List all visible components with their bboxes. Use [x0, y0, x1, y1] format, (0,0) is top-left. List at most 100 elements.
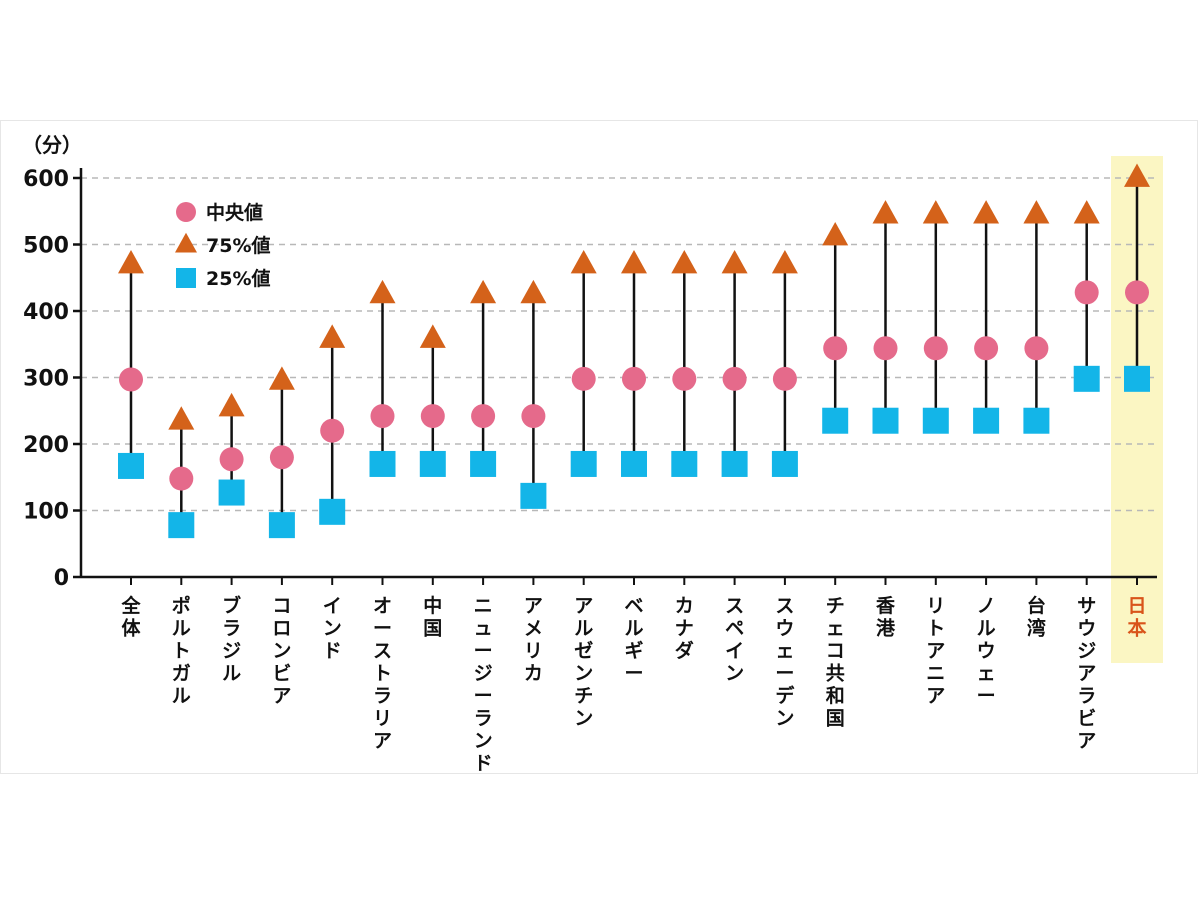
- point-25: [520, 482, 547, 509]
- x-tick-label: ベルギー: [624, 595, 643, 685]
- point-75: [419, 324, 446, 348]
- y-tick-label: 600: [23, 167, 69, 192]
- point-25: [369, 450, 396, 477]
- legend-label: 25%値: [206, 268, 270, 290]
- point-median: [219, 447, 244, 472]
- y-tick-label: 100: [23, 500, 69, 525]
- point-25: [973, 407, 1000, 434]
- point-75: [621, 249, 647, 274]
- point-median: [521, 404, 546, 429]
- point-median: [722, 366, 747, 391]
- point-75: [973, 200, 1000, 224]
- point-75: [520, 279, 547, 304]
- point-median: [119, 367, 143, 392]
- point-75: [872, 200, 899, 224]
- point-75: [470, 279, 497, 304]
- legend-marker-75: [175, 232, 197, 253]
- point-75: [1023, 200, 1050, 224]
- y-tick-label: 0: [54, 566, 69, 591]
- x-tick-label: 台湾: [1027, 594, 1046, 640]
- point-median: [269, 445, 294, 470]
- x-tick-label: 中国: [423, 594, 442, 640]
- point-median: [420, 404, 445, 429]
- x-tick-label: スウェーデン: [775, 595, 795, 730]
- point-median: [370, 404, 395, 429]
- x-tick-label: 日本: [1127, 595, 1146, 640]
- point-25: [118, 452, 144, 479]
- point-median: [169, 466, 194, 491]
- point-75: [118, 249, 144, 274]
- x-tick-label: オーストラリア: [373, 595, 392, 752]
- point-25: [922, 407, 949, 434]
- point-25: [1073, 365, 1100, 392]
- point-25: [1023, 407, 1050, 434]
- point-25: [218, 479, 245, 506]
- point-75: [369, 279, 396, 304]
- point-median: [1024, 336, 1049, 361]
- x-tick-label: サウジアラビア: [1077, 595, 1096, 752]
- x-tick-label: アメリカ: [524, 595, 543, 685]
- y-tick-label: 300: [23, 367, 69, 392]
- point-25: [822, 407, 849, 434]
- point-median: [1074, 280, 1099, 305]
- x-tick-label: インド: [323, 595, 342, 662]
- legend-label: 中央値: [206, 201, 263, 224]
- point-median: [823, 336, 848, 361]
- x-tick-label: リトアニア: [926, 595, 945, 707]
- point-75: [822, 222, 849, 246]
- point-75: [1124, 163, 1150, 187]
- point-25: [570, 450, 597, 477]
- x-tick-label: ポルトガル: [172, 594, 191, 707]
- point-75: [721, 249, 748, 274]
- point-median: [974, 336, 999, 361]
- point-25: [168, 512, 195, 539]
- x-tick-label: 全体: [120, 594, 141, 640]
- x-tick-label: コロンビア: [272, 595, 291, 707]
- y-tick-label: 500: [23, 234, 69, 259]
- point-75: [168, 406, 195, 430]
- point-median: [672, 366, 697, 391]
- point-75: [771, 249, 798, 274]
- x-tick-label: ブラジル: [222, 594, 241, 685]
- legend-marker-25: [176, 268, 196, 288]
- point-median: [772, 366, 797, 391]
- x-tick-label: 香港: [875, 595, 896, 640]
- point-median: [873, 336, 898, 361]
- legend-label: 75%値: [206, 235, 270, 257]
- point-25: [671, 450, 698, 477]
- point-75: [319, 324, 346, 348]
- x-tick-label: ノルウェー: [977, 595, 996, 707]
- point-median: [923, 336, 948, 361]
- point-median: [471, 404, 496, 429]
- y-tick-label: 400: [23, 300, 69, 325]
- point-75: [218, 392, 245, 417]
- point-median: [320, 418, 345, 443]
- y-axis-label: （分）: [22, 133, 82, 157]
- point-25: [771, 450, 798, 477]
- x-tick-label: カナダ: [675, 595, 694, 662]
- point-75: [268, 366, 295, 390]
- point-25: [872, 407, 899, 434]
- point-25: [721, 450, 748, 477]
- chart-frame: [0, 120, 1198, 774]
- point-median: [571, 366, 596, 391]
- point-75: [570, 249, 597, 274]
- y-tick-label: 200: [23, 433, 69, 458]
- point-75: [1073, 200, 1100, 224]
- point-25: [470, 450, 497, 477]
- x-tick-label: アルゼンチン: [574, 595, 593, 730]
- point-75: [922, 200, 949, 224]
- point-median: [622, 366, 646, 391]
- x-tick-label: チェコ共和国: [826, 595, 845, 730]
- x-tick-label: ニュージーランド: [474, 595, 493, 775]
- point-25: [419, 450, 446, 477]
- point-25: [621, 450, 647, 477]
- x-tick-label: スペイン: [725, 595, 744, 685]
- point-25: [319, 498, 346, 525]
- point-25: [268, 512, 295, 539]
- legend-marker-median: [176, 202, 196, 222]
- point-25: [1124, 365, 1150, 392]
- point-median: [1125, 280, 1149, 305]
- point-75: [671, 249, 698, 274]
